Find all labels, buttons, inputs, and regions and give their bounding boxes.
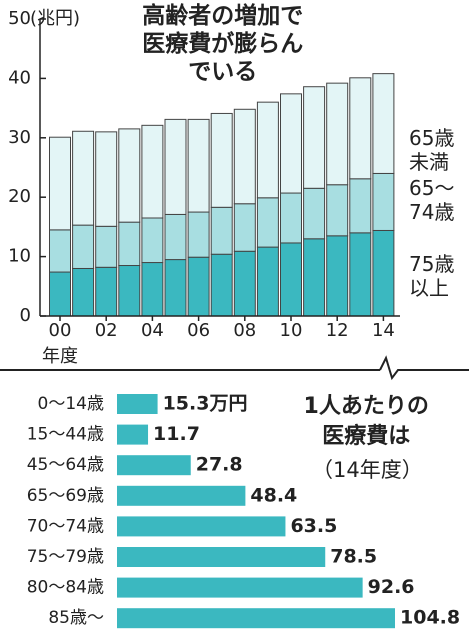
category-label: 65〜69歳 (27, 486, 104, 506)
value-label: 104.8 (400, 607, 460, 629)
bar (117, 424, 149, 445)
bar-segment (164, 118, 187, 215)
y-unit: (兆円) (30, 8, 81, 29)
bar-segment (326, 184, 349, 237)
category-label: 15〜44歳 (27, 425, 104, 445)
value-label: 63.5 (290, 515, 337, 537)
bar (117, 485, 246, 506)
bar-segment (49, 229, 71, 273)
bar (117, 547, 326, 567)
y-tick-label: 40 (8, 67, 31, 88)
bar-segment (72, 267, 95, 317)
category-label: 85歳〜 (48, 608, 104, 628)
bar-segment (187, 211, 210, 258)
x-tick-label: 04 (141, 320, 164, 341)
value-label: 11.7 (153, 423, 200, 445)
bar-segment (210, 253, 233, 317)
bar-segment (141, 124, 164, 219)
y-tick-label: 0 (20, 305, 31, 326)
bar-segment (280, 242, 302, 317)
bar-segment (210, 112, 233, 208)
bar-segment (280, 93, 302, 194)
bar-segment (141, 217, 164, 264)
bar-segment (326, 235, 349, 317)
bar-segment (72, 224, 95, 269)
bar-segment (280, 192, 302, 244)
x-tick-label: 10 (280, 320, 303, 341)
value-label: 92.6 (368, 576, 415, 598)
bar-segment (118, 221, 141, 267)
bar-segment (118, 265, 141, 317)
bar-segment (95, 131, 118, 227)
bar-segment (349, 178, 372, 234)
bar-segment (372, 73, 395, 174)
bar-segment (164, 213, 187, 261)
x-tick-label: 06 (187, 320, 210, 341)
value-label: 15.3万円 (163, 393, 248, 415)
bar-segment (187, 256, 210, 317)
bar-segment (349, 232, 372, 317)
x-tick-label: 12 (326, 320, 349, 341)
value-label: 78.5 (330, 546, 377, 568)
y-tick-label: 50 (8, 8, 31, 29)
bar-segment (72, 130, 95, 226)
y-tick-label: 20 (8, 186, 31, 207)
bar-segment (95, 266, 118, 317)
bar-segment (95, 225, 118, 268)
bar-segment (256, 101, 279, 199)
bar-segment (164, 259, 187, 317)
axis-break (379, 355, 469, 381)
chart2-title: 1人あたりの医療費は (303, 394, 429, 449)
bar (117, 394, 158, 414)
bar (117, 608, 395, 629)
x-tick-label: 00 (49, 320, 72, 341)
category-label: 45〜64歳 (27, 455, 104, 475)
bar-segment (256, 197, 279, 248)
category-label: 70〜74歳 (27, 516, 104, 536)
category-label: 75〜79歳 (27, 547, 104, 567)
value-label: 48.4 (250, 484, 297, 506)
bar (117, 516, 286, 537)
bar-segment (187, 118, 210, 213)
chart2-subtitle: （14年度） (312, 458, 423, 482)
bar-segment (326, 82, 349, 186)
x-tick-label: 02 (95, 320, 118, 341)
bar-segment (349, 77, 372, 180)
bar-segment (233, 108, 256, 205)
category-label: 0〜14歳 (38, 394, 104, 414)
value-label: 27.8 (196, 454, 243, 476)
legend-label: 75歳以上 (409, 252, 455, 300)
bar-segment (303, 187, 326, 240)
bar-segment (372, 172, 395, 231)
bar-segment (210, 206, 233, 255)
bar-segment (118, 128, 141, 223)
bar-segment (49, 136, 71, 231)
bar (117, 577, 363, 598)
bar-segment (233, 250, 256, 317)
category-label: 80〜84歳 (27, 578, 104, 598)
legend-label: 65歳未満 (409, 126, 455, 174)
bar-segment (49, 271, 71, 317)
bar-segment (303, 86, 326, 189)
x-axis-label: 年度 (42, 346, 78, 367)
legend-label: 65〜74歳 (409, 176, 455, 224)
x-tick-label: 14 (372, 320, 395, 341)
y-tick-label: 30 (8, 127, 31, 148)
bar-segment (141, 262, 164, 317)
x-tick-label: 08 (233, 320, 256, 341)
chart-title: 高齢者の増加で医療費が膨らんでいる (142, 3, 304, 85)
bar-segment (303, 238, 326, 317)
bar (117, 455, 191, 476)
y-tick-label: 10 (8, 246, 31, 267)
bar-segment (372, 229, 395, 317)
bar-segment (233, 203, 256, 252)
bar-segment (256, 246, 279, 317)
